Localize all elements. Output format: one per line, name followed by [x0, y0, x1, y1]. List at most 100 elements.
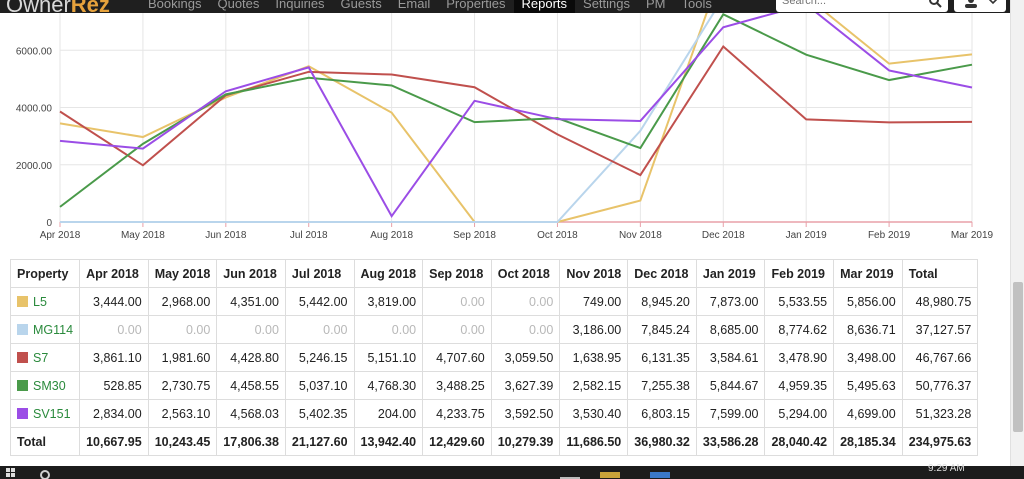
value-cell: 3,444.00 [79, 287, 149, 316]
column-header[interactable]: Mar 2019 [833, 259, 903, 288]
column-header[interactable]: Jun 2018 [216, 259, 286, 288]
property-link[interactable]: MG114 [33, 322, 74, 337]
x-tick-label: Jun 2018 [205, 230, 247, 241]
column-header[interactable]: Feb 2019 [764, 259, 835, 288]
value-cell: 5,037.10 [284, 371, 355, 400]
nav-item-guests[interactable]: Guests [340, 0, 382, 11]
taskbar-folder-icon[interactable] [600, 472, 620, 478]
value-cell: 8,685.00 [695, 315, 766, 344]
total-cell: 234,975.63 [901, 427, 979, 456]
nav-item-settings[interactable]: Settings [583, 0, 631, 11]
nav-item-inquiries[interactable]: Inquiries [275, 0, 325, 11]
property-cell: SV151 [9, 399, 81, 428]
value-cell: 7,255.38 [627, 371, 697, 400]
value-cell: 3,530.40 [559, 399, 629, 428]
value-cell: 4,351.00 [216, 287, 286, 316]
nav-item-properties[interactable]: Properties [446, 0, 506, 11]
x-tick-label: Nov 2018 [619, 230, 662, 241]
value-cell: 4,699.00 [833, 399, 903, 428]
value-cell: 0.00 [422, 287, 492, 316]
total-cell: 11,686.50 [559, 427, 629, 456]
value-cell: 3,592.50 [490, 399, 561, 428]
value-cell: 4,458.55 [216, 371, 286, 400]
total-cell: 28,185.34 [833, 427, 903, 456]
value-cell: 48,980.75 [901, 287, 979, 316]
search-icon[interactable] [928, 0, 942, 8]
value-cell: 3,627.39 [490, 371, 561, 400]
nav-item-tools[interactable]: Tools [681, 0, 712, 11]
x-tick-label: May 2018 [121, 230, 165, 241]
value-cell: 5,442.00 [284, 287, 355, 316]
chevron-down-icon [988, 0, 998, 5]
value-cell: 51,323.28 [901, 399, 979, 428]
property-link[interactable]: SV151 [33, 406, 71, 421]
property-link[interactable]: S7 [33, 350, 49, 365]
value-cell: 5,495.63 [833, 371, 903, 400]
vertical-scrollbar[interactable] [1010, 0, 1024, 466]
search-input[interactable] [782, 0, 922, 10]
column-header[interactable]: Jul 2018 [284, 259, 355, 288]
value-cell: 8,774.62 [764, 315, 835, 344]
value-cell: 46,767.66 [901, 343, 979, 372]
series-color-swatch [17, 379, 28, 391]
nav-item-pm[interactable]: PM [646, 0, 666, 11]
table-body: L5 3,444.00 2,968.00 4,351.00 5,442.00 3,819.… [9, 287, 979, 456]
nav-item-bookings[interactable]: Bookings [148, 0, 202, 11]
total-cell: 10,667.95 [79, 427, 149, 456]
x-tick-label: Jan 2019 [786, 230, 828, 241]
column-header[interactable]: Total [901, 259, 979, 288]
series-color-swatch [17, 295, 28, 307]
windows-start-icon[interactable] [6, 468, 16, 478]
nav-item-email[interactable]: Email [397, 0, 431, 11]
column-header[interactable]: Sep 2018 [422, 259, 492, 288]
total-cell: 13,942.40 [353, 427, 424, 456]
property-cell: S7 [9, 343, 81, 372]
taskbar-search-icon[interactable] [40, 470, 50, 479]
user-menu-button[interactable] [954, 0, 1006, 12]
taskbar-app-icon[interactable] [560, 467, 580, 479]
x-tick-label: Oct 2018 [537, 230, 578, 241]
column-header[interactable]: Oct 2018 [490, 259, 561, 288]
value-cell: 5,844.67 [695, 371, 766, 400]
nav-item-quotes[interactable]: Quotes [217, 0, 260, 11]
value-cell: 204.00 [353, 399, 424, 428]
x-tick-label: Apr 2018 [40, 230, 81, 241]
column-header[interactable]: Dec 2018 [627, 259, 697, 288]
top-navbar: OwnerRez Bookings Quotes Inquiries Guests Em… [0, 0, 1024, 13]
column-header[interactable]: Aug 2018 [353, 259, 424, 288]
column-header[interactable]: Apr 2018 [79, 259, 149, 288]
column-header[interactable]: Property [9, 259, 81, 288]
nav-item-reports[interactable]: Reports [513, 0, 576, 13]
os-taskbar: 9:29 AM [0, 463, 1024, 479]
y-tick-label: 0 [46, 218, 52, 229]
total-cell: 33,586.28 [695, 427, 766, 456]
property-link[interactable]: SM30 [33, 378, 66, 393]
series-line-sm30 [59, 13, 973, 208]
value-cell: 3,584.61 [695, 343, 766, 372]
nav-menu: Bookings Quotes Inquiries Guests Email Proper… [140, 0, 720, 13]
column-header[interactable]: May 2018 [147, 259, 218, 288]
table-header-row: Property Apr 2018 May 2018 Jun 2018 Jul 2018… [9, 259, 979, 288]
value-cell: 50,776.37 [901, 371, 979, 400]
value-cell: 7,599.00 [695, 399, 766, 428]
property-cell: L5 [9, 287, 81, 316]
x-tick-label: Feb 2019 [868, 230, 911, 241]
column-header[interactable]: Jan 2019 [695, 259, 766, 288]
x-tick-label: Aug 2018 [370, 230, 413, 241]
value-cell: 1,638.95 [559, 343, 629, 372]
value-cell: 528.85 [79, 371, 149, 400]
brand-logo[interactable]: OwnerRez [6, 0, 110, 13]
search-box[interactable] [776, 0, 948, 12]
total-cell: 17,806.38 [216, 427, 286, 456]
property-link[interactable]: L5 [33, 294, 47, 309]
value-cell: 3,186.00 [559, 315, 629, 344]
property-cell: MG114 [9, 315, 81, 344]
column-header[interactable]: Nov 2018 [559, 259, 629, 288]
property-cell: SM30 [9, 371, 81, 400]
scrollbar-thumb[interactable] [1013, 282, 1023, 432]
y-tick-label: 2000.00 [16, 161, 53, 172]
taskbar-app-icon[interactable] [650, 472, 670, 478]
value-cell: 4,707.60 [422, 343, 492, 372]
y-tick-label: 6000.00 [16, 46, 53, 57]
